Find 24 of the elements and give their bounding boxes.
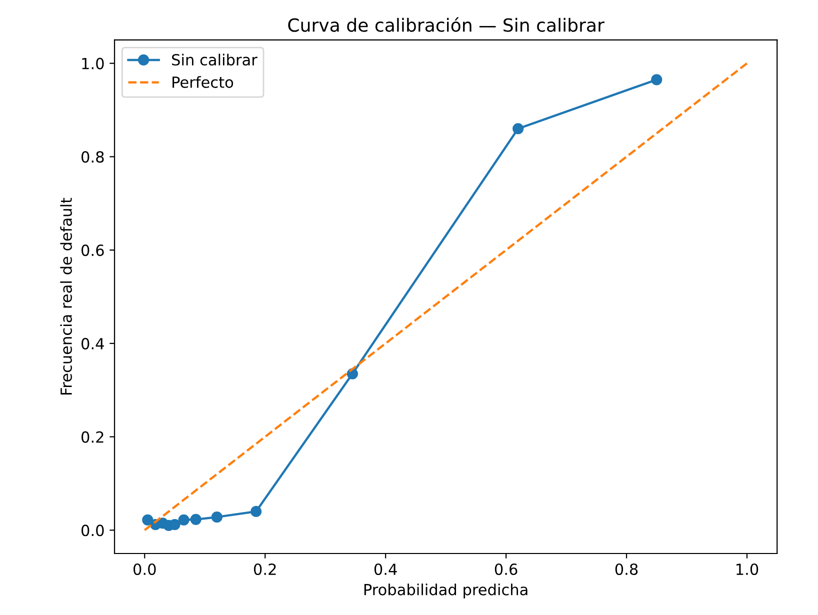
point <box>190 514 202 525</box>
legend-label: Sin calibrar <box>172 54 258 66</box>
y-tick-label: 1.0 <box>82 58 104 70</box>
x-tick-label: 0.0 <box>133 563 156 576</box>
point <box>651 74 662 86</box>
y-tick-label: 0.4 <box>82 338 104 350</box>
x-axis-title: Probabilidad predicha <box>364 584 528 598</box>
point <box>142 514 154 526</box>
point <box>178 514 190 526</box>
x-tick-label: 1.0 <box>736 563 758 576</box>
point <box>250 506 262 518</box>
y-tick-label: 0.8 <box>82 151 104 163</box>
x-tick-label: 0.8 <box>615 563 638 576</box>
point <box>211 512 222 523</box>
x-tick-label: 0.6 <box>494 563 518 576</box>
legend-label: Perfecto <box>172 76 234 88</box>
y-tick-label: 0.0 <box>82 524 104 536</box>
x-tick-label: 0.2 <box>254 563 276 576</box>
x-tick-label: 0.4 <box>374 563 397 576</box>
point <box>512 123 524 134</box>
chart-title: Curva de calibración — Sin calibrar <box>288 17 604 32</box>
y-tick-label: 0.6 <box>82 244 104 256</box>
y-tick-label: 0.2 <box>82 431 104 443</box>
y-axis-title: Frecuencia real de default <box>60 198 72 395</box>
